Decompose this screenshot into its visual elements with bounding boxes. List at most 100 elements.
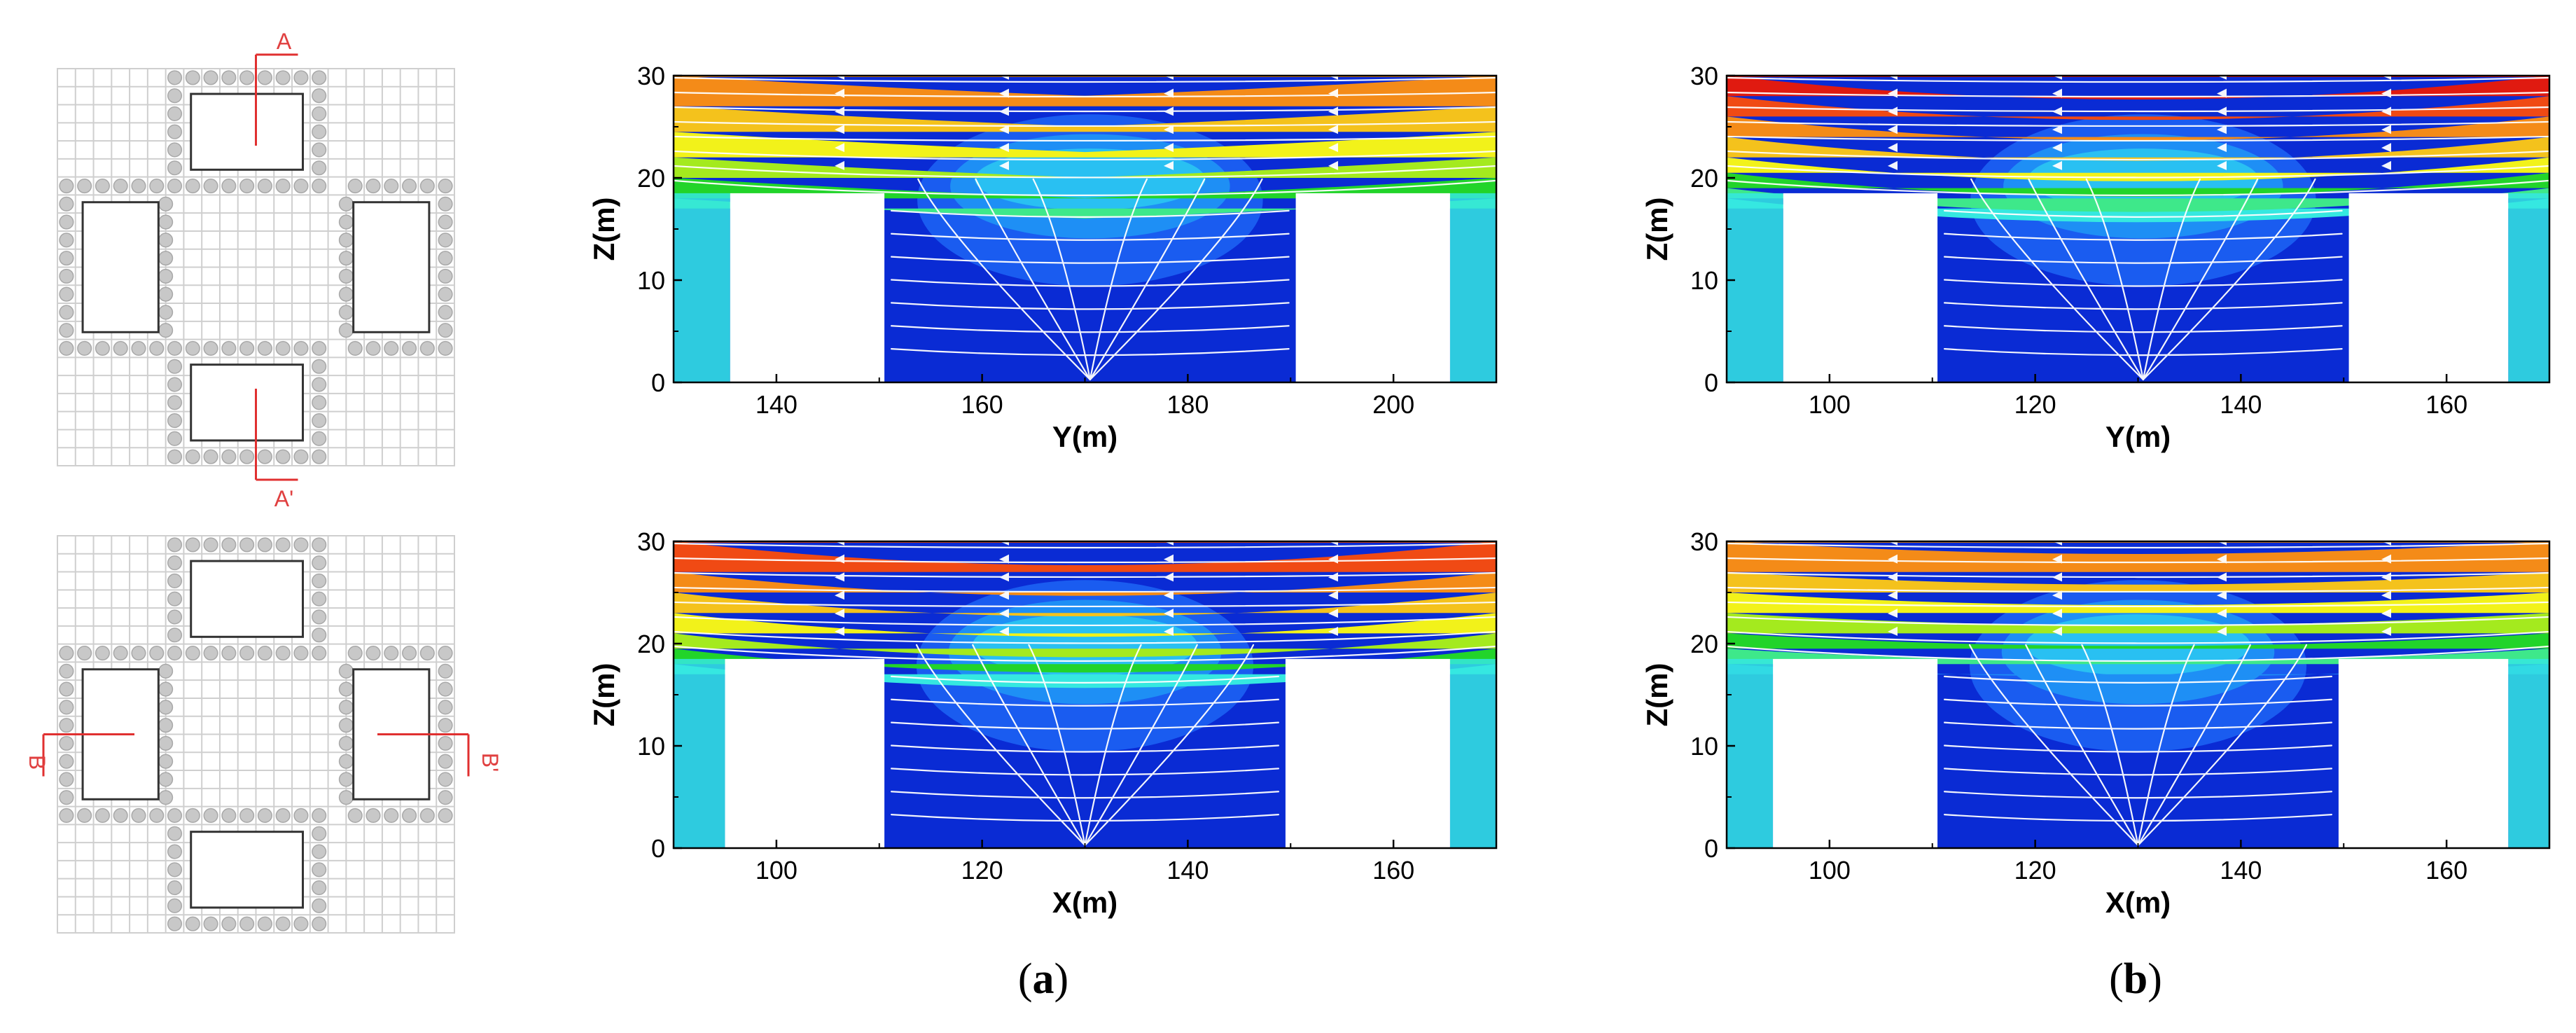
section-marker-a: A bbox=[277, 29, 292, 54]
contour-band bbox=[674, 541, 1496, 572]
tree-marker bbox=[167, 609, 183, 625]
tree-marker bbox=[239, 807, 255, 824]
tree-marker bbox=[257, 916, 272, 931]
tree-marker bbox=[158, 251, 174, 266]
tree-marker bbox=[438, 340, 453, 356]
tree-marker bbox=[438, 233, 453, 248]
building-footprint bbox=[190, 831, 305, 909]
tree-marker bbox=[77, 645, 92, 661]
streamline bbox=[674, 542, 1496, 549]
streamline-canyon bbox=[1943, 768, 2333, 776]
building-block-2 bbox=[1295, 193, 1450, 382]
streamline-canyon bbox=[1943, 721, 2333, 730]
tree-marker bbox=[59, 286, 74, 302]
streamline-canyon bbox=[1089, 178, 1263, 381]
x-tick-label: 120 bbox=[961, 856, 1003, 885]
streamline bbox=[674, 106, 1496, 113]
streamline bbox=[674, 135, 1496, 142]
tree-marker bbox=[257, 537, 272, 553]
tree-marker bbox=[293, 807, 309, 824]
tree-marker bbox=[167, 160, 183, 176]
streamline bbox=[674, 120, 1496, 127]
x-tick-label: 200 bbox=[1372, 390, 1414, 419]
tree-marker bbox=[221, 70, 237, 85]
building-block-1 bbox=[1773, 658, 1938, 848]
streamline-arrow bbox=[1328, 106, 1338, 116]
tree-marker bbox=[221, 807, 237, 824]
tree-marker bbox=[158, 268, 174, 284]
contour-band bbox=[674, 633, 1496, 658]
tree-marker bbox=[402, 807, 417, 824]
streamline-arrow bbox=[2381, 160, 2391, 170]
streamline-arrow bbox=[1328, 572, 1338, 582]
tree-marker bbox=[338, 251, 354, 266]
tree-marker bbox=[167, 70, 183, 85]
tree-marker bbox=[312, 395, 327, 410]
streamline-arrow bbox=[1328, 76, 1338, 80]
tree-marker bbox=[257, 645, 272, 661]
tree-marker bbox=[221, 645, 237, 661]
contour-band bbox=[1727, 116, 2549, 141]
streamline-canyon bbox=[1943, 698, 2333, 707]
tree-marker bbox=[312, 106, 327, 121]
tree-marker bbox=[59, 340, 74, 356]
x-tick-label: 120 bbox=[2014, 390, 2056, 419]
section-marker-b: B bbox=[25, 755, 50, 770]
tree-marker bbox=[158, 196, 174, 212]
panel-label-b: (b) bbox=[2109, 955, 2162, 1003]
streamline-canyon bbox=[1943, 302, 2343, 310]
tree-marker bbox=[59, 754, 74, 769]
streamline-arrow bbox=[999, 609, 1009, 618]
streamline-arrow bbox=[2381, 626, 2391, 636]
tree-marker bbox=[275, 537, 291, 553]
tree-marker bbox=[347, 645, 363, 661]
tree-marker bbox=[438, 305, 453, 320]
tree-marker bbox=[59, 196, 74, 212]
streamline-canyon bbox=[890, 348, 1290, 356]
tree-marker bbox=[167, 537, 183, 553]
tree-marker bbox=[338, 681, 354, 697]
streamline-canyon bbox=[890, 698, 1280, 707]
streamline-canyon bbox=[890, 721, 1280, 730]
streamline bbox=[674, 165, 1496, 179]
tree-marker bbox=[203, 340, 218, 356]
contour-band-edge bbox=[1727, 193, 1783, 382]
tree-marker bbox=[312, 70, 327, 85]
streamline-canyon bbox=[890, 768, 1280, 776]
streamline-canyon bbox=[2137, 644, 2195, 847]
streamline-canyon bbox=[1084, 644, 1142, 847]
streamline-arrow bbox=[1164, 554, 1174, 564]
x-tick-label: 140 bbox=[756, 390, 798, 419]
streamline-canyon bbox=[890, 302, 1290, 310]
streamlines bbox=[674, 541, 1496, 847]
tree-marker bbox=[158, 681, 174, 697]
streamline bbox=[1727, 571, 2549, 578]
streamline bbox=[1727, 106, 2549, 113]
streamline bbox=[1727, 120, 2549, 127]
streamline bbox=[674, 150, 1496, 161]
streamline bbox=[1727, 179, 2549, 196]
contour-band-edge bbox=[2508, 658, 2549, 848]
tree-marker bbox=[113, 340, 128, 356]
tree-marker bbox=[438, 735, 453, 751]
streamline-canyon bbox=[890, 675, 1280, 684]
tree-marker bbox=[185, 178, 200, 194]
streamline-arrow bbox=[1164, 541, 1174, 546]
tree-marker bbox=[239, 916, 255, 931]
streamline-arrow bbox=[2381, 572, 2391, 582]
streamline-arrow bbox=[1328, 160, 1338, 170]
streamline-arrow bbox=[2381, 554, 2391, 564]
tree-marker bbox=[131, 645, 146, 661]
streamline-arrow bbox=[1888, 143, 1898, 153]
tree-marker bbox=[167, 106, 183, 121]
streamline-arrow bbox=[1328, 143, 1338, 153]
tree-marker bbox=[438, 718, 453, 733]
tree-marker bbox=[113, 178, 128, 194]
contour-band-edge bbox=[1449, 193, 1496, 382]
tree-marker bbox=[221, 340, 237, 356]
x-tick-label: 140 bbox=[2220, 856, 2262, 885]
streamline-canyon bbox=[1943, 209, 2343, 218]
y-tick-label: 10 bbox=[637, 266, 665, 295]
streamline-canyon bbox=[890, 279, 1290, 287]
tree-marker bbox=[167, 826, 183, 841]
